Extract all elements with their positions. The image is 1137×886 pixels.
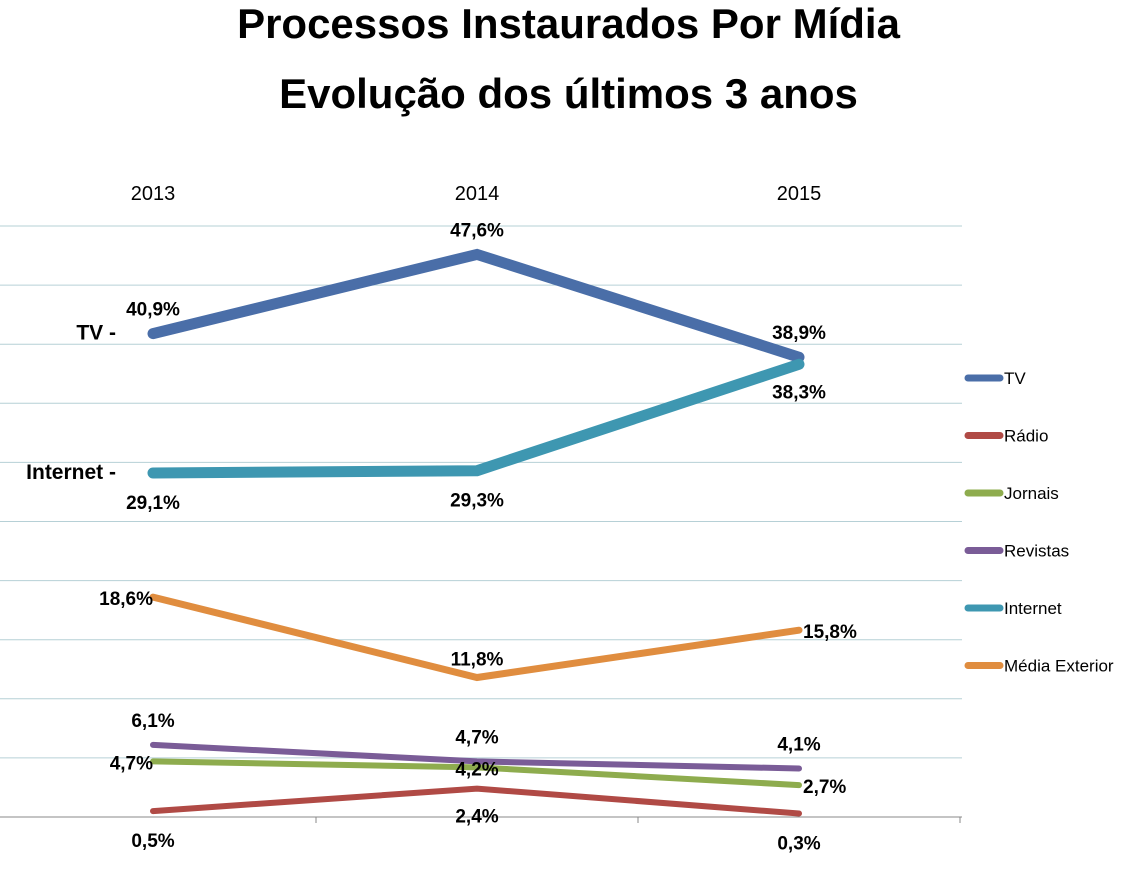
category-label: 2015 bbox=[777, 183, 822, 205]
data-label: 4,7% bbox=[455, 727, 498, 748]
gridlines bbox=[0, 225, 962, 823]
series-line bbox=[150, 758, 802, 789]
data-label: 18,6% bbox=[99, 589, 153, 610]
series-line bbox=[147, 248, 805, 363]
category-label: 2013 bbox=[131, 183, 176, 205]
data-label: 0,3% bbox=[777, 833, 820, 854]
data-label: 4,1% bbox=[777, 735, 820, 756]
series-line bbox=[147, 358, 805, 479]
category-label: 2014 bbox=[455, 183, 500, 205]
legend-label: Jornais bbox=[1004, 484, 1059, 503]
legend-label: TV bbox=[1004, 369, 1026, 388]
data-label: 29,1% bbox=[126, 493, 180, 514]
series-line bbox=[149, 593, 803, 682]
legend-label: Internet bbox=[1004, 599, 1062, 618]
series-line bbox=[150, 741, 802, 772]
data-label: 4,2% bbox=[455, 759, 498, 780]
series-side-label: Internet - bbox=[26, 461, 116, 484]
data-label: 38,3% bbox=[772, 382, 826, 403]
data-label: 0,5% bbox=[131, 831, 174, 852]
side-labels: TV - Internet - bbox=[26, 322, 116, 484]
series-lines bbox=[147, 248, 805, 817]
legend-label: Rádio bbox=[1004, 427, 1048, 446]
data-label: 11,8% bbox=[451, 650, 504, 671]
legend: TV Rádio Jornais Revistas Internet Média Exte… bbox=[964, 369, 1114, 676]
data-label: 38,9% bbox=[772, 323, 826, 344]
data-label: 29,3% bbox=[450, 491, 504, 512]
data-label: 15,8% bbox=[803, 622, 857, 643]
legend-label: Revistas bbox=[1004, 542, 1069, 561]
data-label: 6,1% bbox=[131, 711, 174, 732]
series-side-label: TV - bbox=[76, 322, 116, 345]
chart-title-line1: Processos Instaurados Por Mídia bbox=[237, 0, 900, 47]
legend-label: Média Exterior bbox=[1004, 657, 1114, 676]
data-label: 4,7% bbox=[110, 753, 153, 774]
data-label: 40,9% bbox=[126, 300, 180, 321]
series-line bbox=[150, 785, 802, 817]
chart-title-line2: Evolução dos últimos 3 anos bbox=[279, 70, 858, 117]
data-label: 2,4% bbox=[455, 807, 498, 828]
data-label: 2,7% bbox=[803, 777, 846, 798]
category-labels: 2013 2014 2015 bbox=[131, 183, 822, 205]
data-label: 47,6% bbox=[450, 220, 504, 241]
data-labels: 40,9% 47,6% 38,9% 0,5% 2,4% 0,3% 4,7% 4,2% 2,7% 6… bbox=[99, 220, 857, 854]
